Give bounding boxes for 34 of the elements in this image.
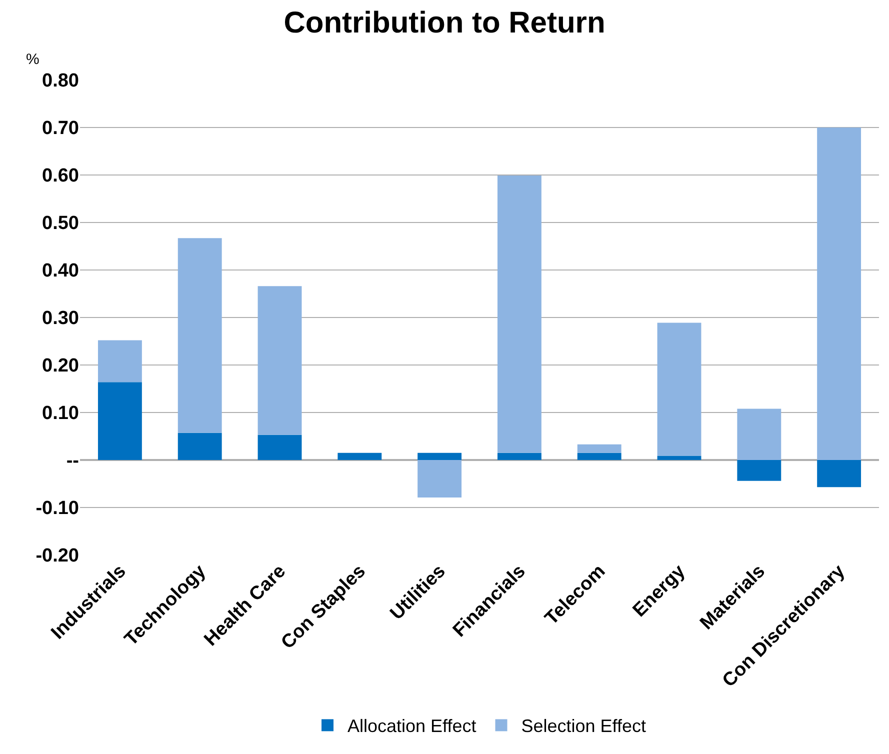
bar: [817, 460, 862, 488]
bar: [98, 340, 142, 382]
chart-title: Contribution to Return: [284, 6, 606, 40]
legend-label: Allocation Effect: [348, 716, 476, 736]
y-tick-label: 0.50: [42, 213, 79, 234]
y-axis-title: %: [26, 51, 40, 68]
legend-label: Selection Effect: [521, 716, 646, 736]
bar: [98, 382, 142, 460]
bar: [418, 452, 462, 460]
y-tick-label: 0.20: [42, 356, 79, 377]
bar: [497, 175, 542, 453]
bar: [338, 452, 382, 460]
y-tick-label: 0.30: [42, 308, 79, 330]
bar: [657, 322, 702, 456]
y-tick-label: 0.10: [42, 403, 79, 424]
bar: [418, 460, 462, 498]
y-tick-label: --: [66, 450, 79, 472]
y-tick-label: -0.10: [36, 498, 79, 520]
bar: [178, 432, 222, 460]
bar: [178, 238, 222, 433]
bar: [737, 408, 782, 460]
bar: [817, 128, 862, 460]
bar: [577, 452, 622, 460]
y-tick-label: 0.70: [42, 118, 79, 140]
bar: [737, 460, 782, 481]
bar: [258, 434, 302, 460]
bar: [657, 456, 702, 460]
y-tick-label: 0.40: [42, 260, 79, 282]
y-tick-label: 0.60: [42, 166, 79, 187]
y-tick-label: -0.20: [36, 546, 79, 567]
bar: [497, 452, 542, 460]
bar: [258, 286, 302, 435]
y-tick-label: 0.80: [42, 70, 79, 92]
bar: [577, 444, 622, 453]
